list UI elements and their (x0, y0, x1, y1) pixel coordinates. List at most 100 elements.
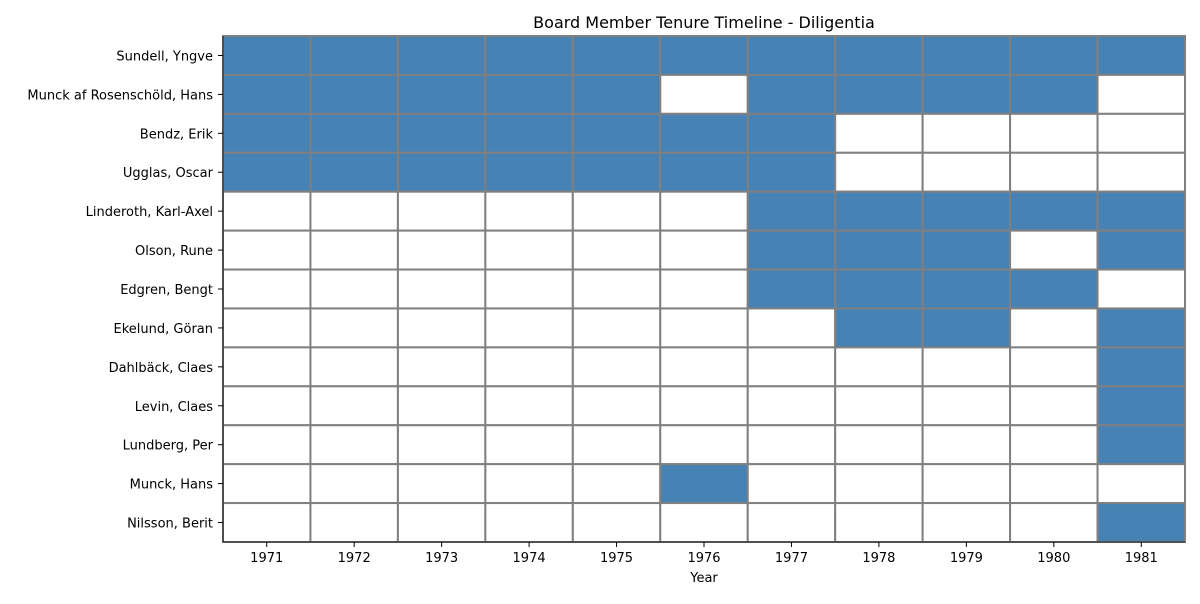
cell-linderoth-karl-axel-1974 (484, 190, 574, 232)
cell-nilsson-berit-1972 (309, 502, 399, 544)
cell-edgren-bengt-1978 (834, 268, 924, 310)
cell-munck-hans-1978 (834, 463, 924, 505)
cell-edgren-bengt-1976 (659, 268, 749, 310)
cell-ekelund-goran-1980 (1009, 307, 1099, 349)
cell-ekelund-goran-1978 (834, 307, 924, 349)
x-tick-label: 1978 (862, 551, 895, 566)
y-tick-label: Edgren, Bengt (120, 283, 213, 298)
cell-linderoth-karl-axel-1975 (571, 190, 662, 232)
cell-nilsson-berit-1981 (1096, 502, 1186, 544)
cell-nilsson-berit-1977 (746, 502, 837, 544)
cell-sundell-yngve-1976 (659, 35, 749, 76)
cell-ugglas-oscar-1974 (484, 151, 574, 193)
cell-sundell-yngve-1973 (396, 35, 487, 76)
cell-munck-hans-1979 (921, 463, 1012, 505)
cell-lundberg-per-1978 (834, 424, 924, 466)
cell-bendz-erik-1978 (834, 112, 924, 154)
cell-linderoth-karl-axel-1976 (659, 190, 749, 232)
cell-linderoth-karl-axel-1973 (396, 190, 487, 232)
cell-ugglas-oscar-1978 (834, 151, 924, 193)
cell-sundell-yngve-1981 (1096, 35, 1186, 76)
cell-ugglas-oscar-1977 (746, 151, 837, 193)
y-tick-label: Olson, Rune (135, 244, 213, 259)
cell-dahlback-claes-1972 (309, 346, 399, 388)
cell-linderoth-karl-axel-1977 (746, 190, 837, 232)
y-tick-label: Munck, Hans (130, 478, 214, 493)
cell-bendz-erik-1974 (484, 112, 574, 154)
cell-munck-hans-1980 (1009, 463, 1099, 505)
cell-levin-claes-1977 (746, 385, 837, 427)
heatmap-cells (222, 35, 1186, 544)
cell-olson-rune-1974 (484, 229, 574, 271)
cell-levin-claes-1976 (659, 385, 749, 427)
cell-ugglas-oscar-1973 (396, 151, 487, 193)
x-tick-label: 1976 (687, 551, 720, 566)
cell-lundberg-per-1981 (1096, 424, 1186, 466)
cell-linderoth-karl-axel-1972 (309, 190, 399, 232)
y-tick-label: Sundell, Yngve (116, 49, 213, 64)
cell-linderoth-karl-axel-1981 (1096, 190, 1186, 232)
cell-bendz-erik-1981 (1096, 112, 1186, 154)
cell-dahlback-claes-1977 (746, 346, 837, 388)
cell-olson-rune-1973 (396, 229, 487, 271)
cell-munck-af-rosenschold-hans-1978 (834, 73, 924, 115)
cell-olson-rune-1978 (834, 229, 924, 271)
cell-edgren-bengt-1980 (1009, 268, 1099, 310)
cell-munck-af-rosenschold-hans-1975 (571, 73, 662, 115)
cell-linderoth-karl-axel-1971 (222, 190, 312, 232)
cell-bendz-erik-1975 (571, 112, 662, 154)
cell-dahlback-claes-1975 (571, 346, 662, 388)
cell-munck-af-rosenschold-hans-1973 (396, 73, 487, 115)
y-tick-label: Nilsson, Berit (127, 517, 213, 532)
cell-nilsson-berit-1980 (1009, 502, 1099, 544)
cell-bendz-erik-1979 (921, 112, 1012, 154)
cell-ekelund-goran-1981 (1096, 307, 1186, 349)
x-tick-label: 1980 (1037, 551, 1070, 566)
cell-munck-af-rosenschold-hans-1981 (1096, 73, 1186, 115)
x-tick-label: 1977 (775, 551, 808, 566)
cell-lundberg-per-1974 (484, 424, 574, 466)
cell-dahlback-claes-1980 (1009, 346, 1099, 388)
cell-ugglas-oscar-1976 (659, 151, 749, 193)
cell-olson-rune-1979 (921, 229, 1012, 271)
cell-munck-af-rosenschold-hans-1976 (659, 73, 749, 115)
cell-olson-rune-1977 (746, 229, 837, 271)
cell-edgren-bengt-1975 (571, 268, 662, 310)
cell-munck-hans-1976 (659, 463, 749, 505)
y-tick-label: Dahlbäck, Claes (109, 361, 214, 376)
y-tick-label: Linderoth, Karl-Axel (86, 205, 213, 220)
cell-sundell-yngve-1974 (484, 35, 574, 76)
cell-munck-hans-1981 (1096, 463, 1186, 505)
cell-dahlback-claes-1976 (659, 346, 749, 388)
cell-sundell-yngve-1977 (746, 35, 837, 76)
cell-nilsson-berit-1971 (222, 502, 312, 544)
x-tick-label: 1974 (513, 551, 546, 566)
cell-lundberg-per-1979 (921, 424, 1012, 466)
cell-ugglas-oscar-1981 (1096, 151, 1186, 193)
cell-munck-hans-1973 (396, 463, 487, 505)
cell-munck-af-rosenschold-hans-1979 (921, 73, 1012, 115)
x-tick-label: 1979 (950, 551, 983, 566)
cell-edgren-bengt-1974 (484, 268, 574, 310)
y-tick-labels: Sundell, Yngve Munck af Rosenschöld, Hans… (27, 49, 223, 532)
cell-munck-hans-1975 (571, 463, 662, 505)
x-tick-labels: 1971 1972 1973 1974 1975 1976 1977 1978 1979 1980… (250, 542, 1158, 566)
y-tick-label: Bendz, Erik (140, 127, 214, 142)
cell-sundell-yngve-1980 (1009, 35, 1099, 76)
cell-nilsson-berit-1979 (921, 502, 1012, 544)
cell-munck-hans-1972 (309, 463, 399, 505)
cell-lundberg-per-1973 (396, 424, 487, 466)
cell-dahlback-claes-1974 (484, 346, 574, 388)
cell-ugglas-oscar-1975 (571, 151, 662, 193)
cell-nilsson-berit-1978 (834, 502, 924, 544)
cell-nilsson-berit-1973 (396, 502, 487, 544)
cell-sundell-yngve-1972 (309, 35, 399, 76)
cell-levin-claes-1972 (309, 385, 399, 427)
cell-munck-af-rosenschold-hans-1974 (484, 73, 574, 115)
cell-levin-claes-1975 (571, 385, 662, 427)
cell-linderoth-karl-axel-1980 (1009, 190, 1099, 232)
cell-ugglas-oscar-1979 (921, 151, 1012, 193)
cell-edgren-bengt-1981 (1096, 268, 1186, 310)
cell-edgren-bengt-1977 (746, 268, 837, 310)
